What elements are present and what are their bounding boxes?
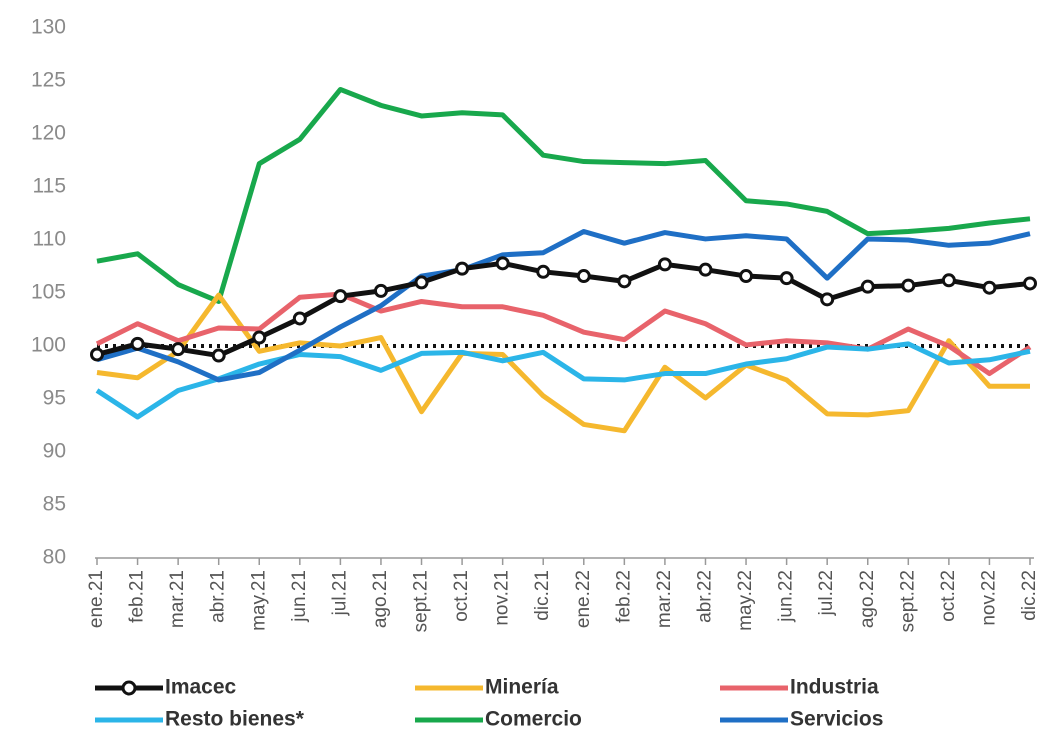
point-marker <box>171 342 186 357</box>
x-tick-label: jul.21 <box>329 570 350 616</box>
legend-label: Imacec <box>165 676 237 699</box>
x-tick-label: abr.22 <box>694 570 715 623</box>
point-marker <box>252 330 267 345</box>
y-tick-label: 130 <box>31 16 66 39</box>
point-marker <box>1023 276 1037 291</box>
x-tick-label: jul.22 <box>816 570 837 616</box>
x-tick-label: nov.21 <box>492 570 513 626</box>
y-tick-label: 80 <box>43 546 66 569</box>
series-line <box>96 86 1031 304</box>
point-marker <box>90 347 104 362</box>
x-tick-label: feb.21 <box>127 570 148 623</box>
x-tick-label: oct.22 <box>938 570 959 622</box>
point-marker <box>901 278 916 293</box>
y-tick-label: 105 <box>31 281 66 304</box>
y-tick-label: 120 <box>31 122 66 145</box>
y-tick-label: 125 <box>31 69 66 92</box>
x-tick-label: jun.22 <box>776 570 797 623</box>
legend-marker <box>121 680 137 696</box>
x-tick-label: abr.21 <box>208 570 229 623</box>
legend-label: Resto bienes* <box>165 708 305 731</box>
x-tick-label: mar.22 <box>654 570 675 628</box>
y-tick-label: 115 <box>33 175 66 198</box>
legend-label: Comercio <box>485 708 582 731</box>
x-tick-label: sept.22 <box>897 570 918 632</box>
x-tick-label: ene.21 <box>86 570 107 628</box>
y-tick-label: 110 <box>33 228 66 251</box>
x-tick-label: oct.21 <box>451 570 472 622</box>
series-line <box>96 260 1031 359</box>
point-marker <box>982 280 997 295</box>
point-marker <box>130 336 145 351</box>
point-marker <box>698 262 713 277</box>
point-marker <box>779 271 794 286</box>
x-tick-label: may.22 <box>735 570 756 631</box>
x-tick-label: ene.22 <box>573 570 594 628</box>
point-marker <box>860 279 875 294</box>
legend-label: Servicios <box>790 708 883 731</box>
y-tick-label: 100 <box>31 334 66 357</box>
point-marker <box>211 348 226 363</box>
point-marker <box>617 274 632 289</box>
x-tick-label: feb.22 <box>613 570 634 623</box>
x-tick-label: may.21 <box>248 570 269 631</box>
point-marker <box>495 256 510 271</box>
x-tick-label: jun.21 <box>289 570 310 623</box>
point-marker <box>576 269 591 284</box>
x-tick-label: sept.21 <box>411 570 432 632</box>
x-tick-label: ago.22 <box>857 570 878 628</box>
point-marker <box>455 261 470 276</box>
series-line <box>96 229 1031 383</box>
point-marker <box>414 275 429 290</box>
x-tick-label: dic.21 <box>532 570 553 621</box>
point-marker <box>373 283 388 298</box>
x-tick-label: dic.22 <box>1019 570 1040 621</box>
y-tick-label: 85 <box>43 493 66 516</box>
point-marker <box>739 269 754 284</box>
point-marker <box>536 264 551 279</box>
point-marker <box>820 292 835 307</box>
legend-label: Minería <box>485 676 559 699</box>
x-tick-label: ago.21 <box>370 570 391 628</box>
point-marker <box>941 273 956 288</box>
point-marker <box>292 311 307 326</box>
x-tick-label: nov.22 <box>978 570 999 626</box>
series-line <box>95 341 1031 420</box>
legend-label: Industria <box>790 676 879 699</box>
y-tick-label: 95 <box>43 387 66 410</box>
series-line <box>95 291 1032 377</box>
y-tick-label: 90 <box>43 440 66 463</box>
point-marker <box>657 257 672 272</box>
point-marker <box>333 289 348 304</box>
x-tick-label: mar.21 <box>167 570 188 628</box>
